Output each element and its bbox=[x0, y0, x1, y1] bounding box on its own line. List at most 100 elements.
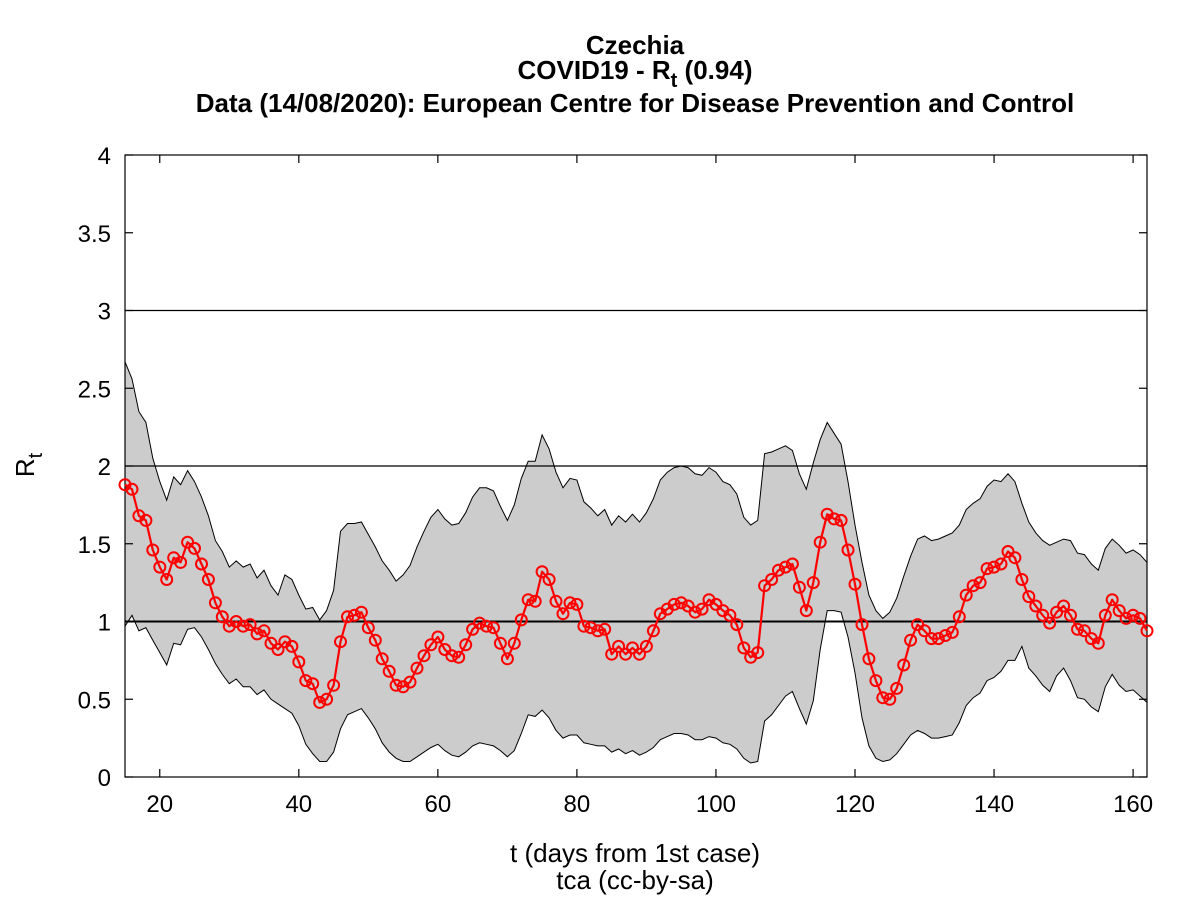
data-point bbox=[646, 624, 660, 638]
y-tick-label: 0.5 bbox=[78, 687, 111, 714]
data-point bbox=[334, 635, 347, 649]
data-point bbox=[445, 649, 459, 663]
data-point bbox=[633, 647, 646, 661]
x-tick-label: 20 bbox=[146, 791, 173, 818]
data-point bbox=[813, 535, 827, 549]
data-point bbox=[382, 664, 396, 678]
data-point bbox=[931, 632, 945, 646]
data-point bbox=[1036, 608, 1050, 622]
data-point bbox=[1015, 573, 1029, 586]
chart-titles: Czechia COVID19 - Rt (0.94) Data (14/08/… bbox=[196, 30, 1074, 118]
data-point bbox=[772, 563, 785, 577]
credit-label: tca (cc-by-sa) bbox=[556, 865, 713, 895]
data-point bbox=[639, 639, 653, 653]
data-point bbox=[215, 610, 229, 624]
data-point bbox=[271, 643, 285, 656]
data-point bbox=[925, 632, 938, 646]
data-point bbox=[243, 618, 257, 632]
data-point bbox=[862, 652, 876, 666]
data-point bbox=[368, 633, 382, 647]
data-point bbox=[459, 638, 473, 652]
data-point bbox=[841, 543, 855, 557]
data-point bbox=[779, 560, 792, 574]
data-point bbox=[208, 596, 222, 610]
x-tick-label: 40 bbox=[285, 791, 312, 818]
data-point bbox=[424, 638, 438, 652]
x-tick-label: 60 bbox=[425, 791, 452, 818]
data-point bbox=[730, 618, 744, 632]
data-point bbox=[987, 560, 1001, 574]
data-point bbox=[952, 610, 966, 624]
y-tick-label: 0 bbox=[98, 765, 111, 792]
data-point bbox=[1071, 622, 1084, 636]
x-axis-label: t (days from 1st case) bbox=[510, 838, 760, 868]
data-point bbox=[966, 579, 980, 593]
data-point bbox=[1077, 624, 1091, 638]
data-point bbox=[792, 580, 806, 594]
data-point bbox=[1008, 551, 1022, 565]
data-point bbox=[612, 639, 626, 653]
data-point bbox=[306, 677, 320, 691]
x-axis-ticks: 20 40 60 80 100 120 140 160 bbox=[146, 155, 1153, 818]
data-point bbox=[528, 594, 542, 608]
data-point bbox=[855, 618, 869, 632]
data-point bbox=[327, 678, 341, 692]
data-point bbox=[591, 624, 605, 638]
data-point bbox=[695, 602, 709, 616]
data-point bbox=[765, 573, 779, 586]
data-point bbox=[521, 593, 535, 607]
data-point bbox=[570, 597, 584, 611]
data-point bbox=[354, 605, 368, 619]
data-point bbox=[980, 562, 994, 576]
data-point bbox=[514, 613, 528, 627]
data-point bbox=[257, 624, 271, 638]
y-tick-label: 1.5 bbox=[78, 532, 111, 559]
data-point bbox=[577, 619, 591, 633]
data-point bbox=[403, 675, 417, 689]
data-point bbox=[410, 661, 424, 675]
data-point bbox=[563, 596, 577, 610]
data-point bbox=[834, 513, 848, 527]
data-point bbox=[605, 647, 619, 661]
data-point bbox=[827, 512, 841, 526]
data-point bbox=[751, 646, 765, 660]
data-point bbox=[341, 610, 354, 624]
data-point bbox=[493, 636, 507, 650]
data-point bbox=[285, 639, 299, 653]
data-point bbox=[542, 573, 556, 586]
x-tick-label: 80 bbox=[564, 791, 591, 818]
data-point bbox=[1133, 611, 1147, 625]
data-point bbox=[1112, 604, 1126, 618]
x-tick-label: 120 bbox=[835, 791, 875, 818]
data-point bbox=[869, 674, 883, 688]
y-tick-label: 3 bbox=[98, 299, 111, 326]
data-point bbox=[1022, 590, 1036, 604]
data-point bbox=[361, 621, 375, 635]
data-point bbox=[904, 633, 918, 647]
data-point bbox=[473, 616, 487, 630]
data-point bbox=[1126, 608, 1140, 622]
data-point bbox=[674, 596, 688, 610]
rt-series bbox=[118, 478, 1154, 709]
data-point bbox=[799, 604, 813, 618]
data-point bbox=[313, 695, 327, 709]
data-point bbox=[535, 565, 549, 579]
y-tick-label: 2.5 bbox=[78, 376, 111, 403]
data-point bbox=[876, 691, 890, 705]
data-point bbox=[389, 678, 403, 692]
data-point bbox=[549, 594, 563, 608]
data-point bbox=[598, 622, 612, 636]
data-point bbox=[201, 573, 215, 586]
data-point bbox=[959, 588, 973, 602]
data-point bbox=[500, 652, 514, 666]
data-point bbox=[938, 629, 952, 642]
data-point bbox=[507, 636, 521, 650]
data-point bbox=[848, 577, 862, 591]
data-point bbox=[1029, 599, 1043, 613]
data-point bbox=[236, 619, 250, 633]
data-point bbox=[452, 650, 466, 664]
data-point bbox=[375, 652, 389, 666]
data-point bbox=[195, 557, 208, 571]
data-point bbox=[1091, 636, 1105, 650]
data-point bbox=[160, 573, 174, 586]
